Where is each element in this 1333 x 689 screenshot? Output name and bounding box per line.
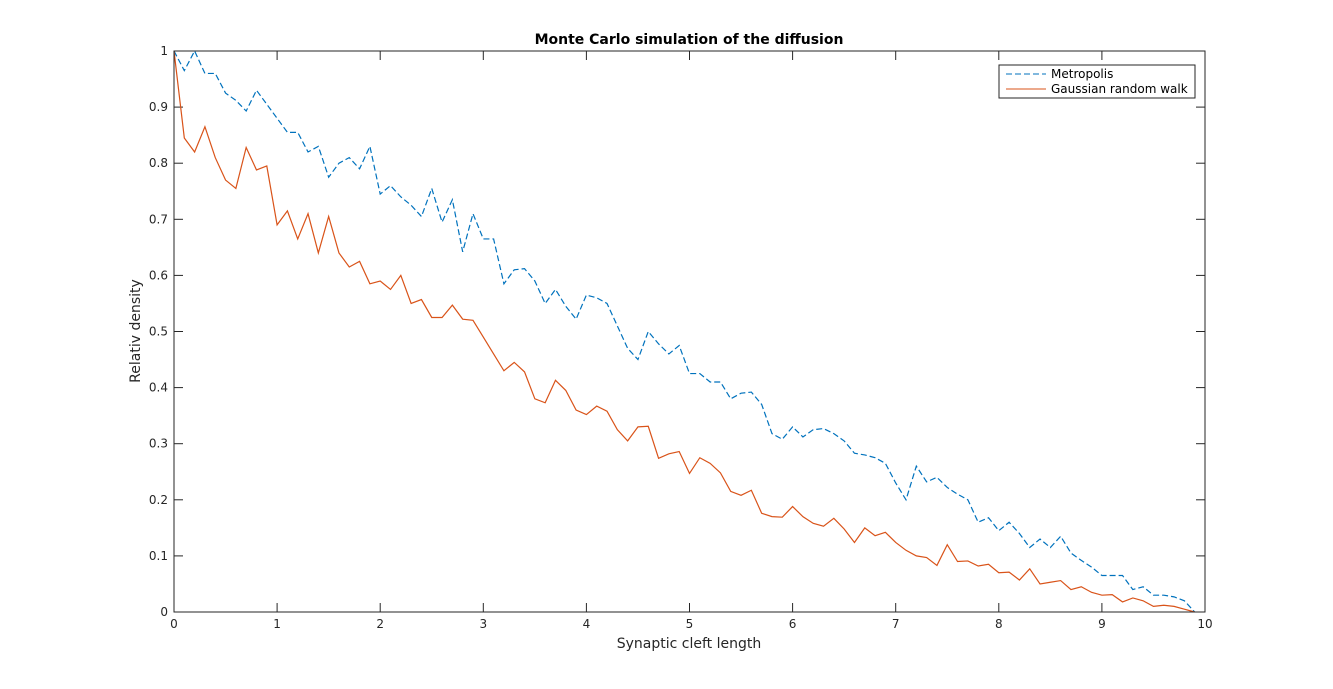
y-tick-label: 0.3: [149, 437, 168, 451]
x-tick-label: 9: [1098, 617, 1106, 631]
x-tick-label: 4: [583, 617, 591, 631]
series-layer: [173, 49, 1196, 613]
y-tick-label: 0.7: [149, 212, 168, 226]
plot-box: [173, 50, 1206, 613]
x-tick-label: 3: [479, 617, 487, 631]
x-tick-label: 8: [995, 617, 1003, 631]
legend-box: [998, 64, 1196, 99]
y-axis-ticks: 0 0.1 0.2 0.3 0.4 0.5 0.6 0.7 0.8 0.9 1: [149, 44, 1205, 619]
x-tick-label: 5: [686, 617, 694, 631]
y-tick-label: 0.4: [149, 381, 168, 395]
legend: Metropolis Gaussian random walk: [998, 64, 1196, 99]
plot-area: [174, 51, 1205, 612]
y-tick-label: 0.5: [149, 325, 168, 339]
x-tick-label: 6: [789, 617, 797, 631]
legend-label-gaussian-random-walk: Gaussian random walk: [1051, 82, 1188, 96]
x-axis-ticks: 0 1 2 3 4 5 6 7 8 9 10: [170, 51, 1213, 631]
series-line-gaussian-random-walk: [173, 50, 1195, 613]
x-tick-label: 1: [273, 617, 281, 631]
y-tick-label: 0.8: [149, 156, 168, 170]
series-line-metropolis: [173, 49, 1196, 613]
x-axis-label: Synaptic cleft length: [617, 636, 761, 652]
chart-title: Monte Carlo simulation of the diffusion: [535, 32, 844, 48]
y-tick-label: 0.1: [149, 549, 168, 563]
x-tick-label: 2: [376, 617, 384, 631]
x-tick-label: 7: [892, 617, 900, 631]
y-tick-label: 0: [160, 605, 168, 619]
y-tick-label: 0.6: [149, 268, 168, 282]
y-tick-label: 0.9: [149, 100, 168, 114]
y-axis-label: Relativ density: [128, 279, 144, 383]
x-tick-label: 10: [1197, 617, 1212, 631]
y-tick-label: 1: [160, 44, 168, 58]
legend-label-metropolis: Metropolis: [1051, 67, 1113, 81]
x-tick-label: 0: [170, 617, 178, 631]
y-tick-label: 0.2: [149, 493, 168, 507]
